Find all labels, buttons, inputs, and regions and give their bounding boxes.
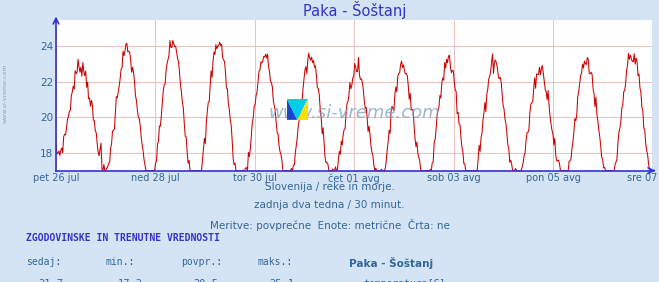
Text: Slovenija / reke in morje.: Slovenija / reke in morje. [264, 182, 395, 192]
Text: ZGODOVINSKE IN TRENUTNE VREDNOSTI: ZGODOVINSKE IN TRENUTNE VREDNOSTI [26, 233, 220, 243]
Text: Paka - Šoštanj: Paka - Šoštanj [349, 257, 434, 269]
Text: www.si-vreme.com: www.si-vreme.com [3, 63, 8, 123]
Text: maks.:: maks.: [257, 257, 292, 266]
Text: zadnja dva tedna / 30 minut.: zadnja dva tedna / 30 minut. [254, 200, 405, 210]
Text: temperatura[C]: temperatura[C] [364, 279, 446, 282]
Polygon shape [287, 99, 308, 120]
Text: Meritve: povprečne  Enote: metrične  Črta: ne: Meritve: povprečne Enote: metrične Črta:… [210, 219, 449, 231]
Text: 25,1: 25,1 [269, 279, 294, 282]
Text: min.:: min.: [105, 257, 135, 266]
Polygon shape [297, 99, 308, 120]
Polygon shape [287, 99, 297, 120]
Text: 17,2: 17,2 [117, 279, 142, 282]
Title: Paka - Šoštanj: Paka - Šoštanj [302, 1, 406, 19]
Text: 20,5: 20,5 [193, 279, 218, 282]
Text: www.si-vreme.com: www.si-vreme.com [268, 104, 440, 122]
Text: povpr.:: povpr.: [181, 257, 222, 266]
Text: sedaj:: sedaj: [26, 257, 61, 266]
Text: 21,7: 21,7 [38, 279, 63, 282]
